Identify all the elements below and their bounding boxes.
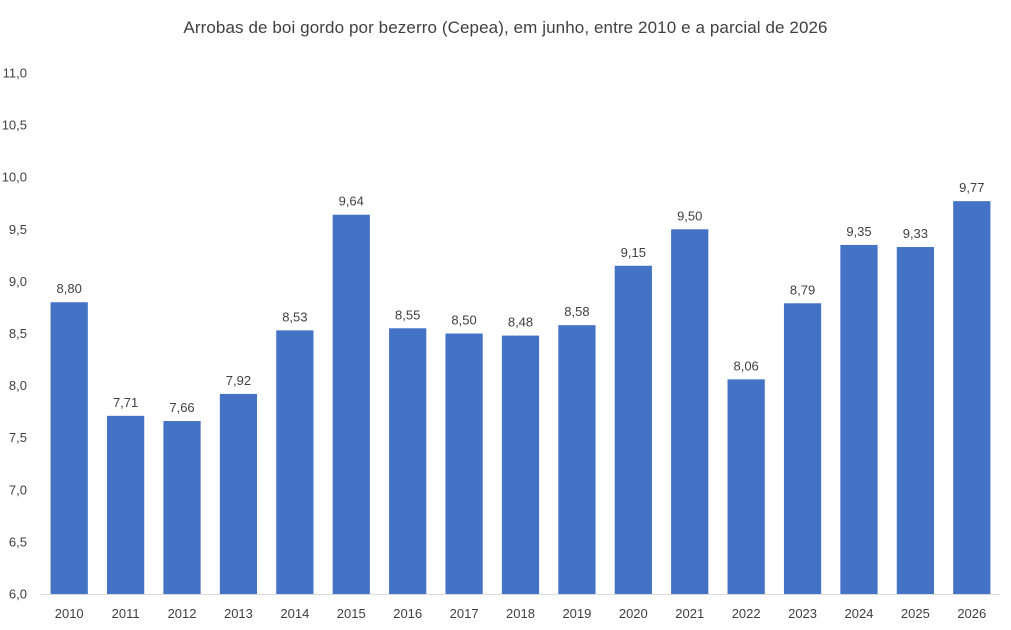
data-label-2010: 8,80 [57,281,82,296]
bar-2016 [389,328,427,594]
bar-2025 [896,247,934,594]
data-label-2019: 8,58 [564,304,589,319]
y-tick-label: 6,5 [9,534,27,549]
x-tick-label: 2015 [337,606,366,621]
bar-2019 [558,325,596,594]
data-label-2024: 9,35 [846,224,871,239]
bar-2010 [50,302,88,594]
y-tick-label: 7,0 [9,482,27,497]
y-tick-label: 9,0 [9,274,27,289]
x-tick-label: 2014 [280,606,309,621]
x-tick-label: 2022 [732,606,761,621]
data-label-2012: 7,66 [169,400,194,415]
x-tick-label: 2018 [506,606,535,621]
bar-2026 [953,201,991,595]
y-tick-label: 10,5 [2,118,27,133]
bar-2017 [445,333,483,594]
data-label-2025: 9,33 [903,226,928,241]
x-tick-label: 2017 [450,606,479,621]
bar-2012 [163,421,201,594]
bar-2020 [614,265,652,594]
x-tick-label: 2019 [562,606,591,621]
bar-2018 [501,335,540,594]
bar-2013 [219,393,258,594]
x-tick-label: 2010 [55,606,84,621]
x-tick-label: 2025 [901,606,930,621]
bar-2024 [840,244,878,594]
x-tick-label: 2016 [393,606,422,621]
chart-title: Arrobas de boi gordo por bezerro (Cepea)… [183,18,828,37]
data-label-2017: 8,50 [451,313,476,328]
bar-2021 [671,229,709,595]
data-label-2021: 9,50 [677,208,702,223]
x-tick-label: 2024 [845,606,874,621]
data-label-2018: 8,48 [508,315,533,330]
y-tick-label: 9,5 [9,222,27,237]
data-label-2022: 8,06 [733,358,758,373]
data-label-2026: 9,77 [959,180,984,195]
bar-2023 [783,303,822,594]
data-label-2013: 7,92 [226,373,251,388]
y-tick-label: 11,0 [3,66,27,81]
y-tick-label: 8,5 [9,326,27,341]
x-tick-label: 2011 [112,606,140,621]
x-tick-label: 2023 [788,606,817,621]
x-tick-label: 2013 [224,606,253,621]
x-tick-label: 2026 [957,606,986,621]
x-tick-label: 2012 [168,606,197,621]
data-label-2014: 8,53 [282,309,307,324]
y-tick-label: 7,5 [9,430,27,445]
data-label-2023: 8,79 [790,282,815,297]
y-tick-label: 8,0 [9,378,27,393]
bar-2022 [727,379,765,594]
x-tick-label: 2020 [619,606,648,621]
bar-2011 [107,415,145,594]
x-tick-label: 2021 [675,606,704,621]
data-label-2020: 9,15 [621,245,646,260]
y-tick-label: 10,0 [2,170,27,185]
y-tick-label: 6,0 [9,587,27,602]
data-label-2016: 8,55 [395,307,420,322]
data-label-2011: 7,71 [113,395,138,410]
data-label-2015: 9,64 [339,194,364,209]
bar-2014 [276,330,314,594]
bar-2015 [332,214,370,594]
